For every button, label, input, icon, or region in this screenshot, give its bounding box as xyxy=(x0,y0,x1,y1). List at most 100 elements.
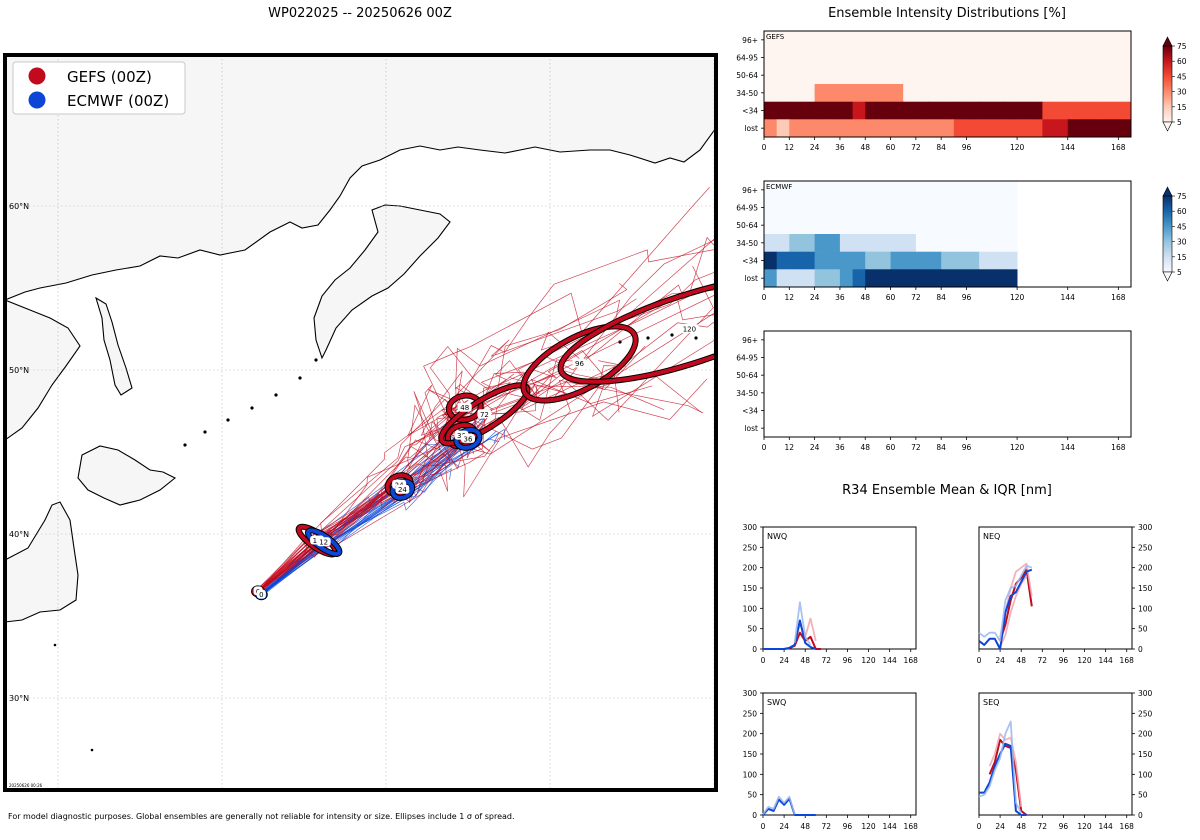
heatmap-cell xyxy=(953,66,967,85)
heatmap-cell xyxy=(789,101,803,120)
heatmap-cell xyxy=(814,48,828,67)
r34-x-label: 48 xyxy=(800,656,810,665)
aleutian-island xyxy=(670,333,674,337)
heatmap-cell xyxy=(865,234,879,252)
r34-y-label: 100 xyxy=(1138,770,1153,779)
heatmap-x-label: 72 xyxy=(911,443,921,452)
heatmap-cell xyxy=(890,181,904,199)
hour-label-bg xyxy=(461,433,475,443)
colorbar-tick-label: 60 xyxy=(1177,207,1187,216)
heatmap-cell xyxy=(839,48,853,67)
heatmap-cell xyxy=(941,234,955,252)
heatmap-cell xyxy=(776,181,790,199)
colorbar-scale xyxy=(1162,195,1173,273)
heatmap-cell xyxy=(839,234,853,252)
hour-label-bg xyxy=(256,589,266,599)
heatmap-cell xyxy=(1017,101,1031,120)
heatmap-cell xyxy=(991,181,1005,199)
ensemble-member-track xyxy=(259,238,716,591)
forecast-hour-label: 0 xyxy=(259,591,263,599)
heatmap-cell xyxy=(865,119,879,138)
heatmap-cell xyxy=(776,251,790,270)
heatmap-cell xyxy=(802,181,816,199)
colorbar-tick-label: 60 xyxy=(1177,57,1187,66)
kuril-island xyxy=(314,358,318,362)
heatmap-cell xyxy=(941,269,955,288)
heatmap-cell xyxy=(814,198,828,217)
heatmap-y-label: 96+ xyxy=(742,186,758,195)
r34-panel-label: SWQ xyxy=(767,698,786,707)
heatmap-cell xyxy=(979,216,993,235)
heatmap-cell xyxy=(991,119,1005,138)
heatmap-y-label: 96+ xyxy=(742,336,758,345)
gefs-mean-line xyxy=(999,568,1033,642)
heatmap-cell xyxy=(953,48,967,67)
r34-swq-panel: SWQ 0 24 48 72 96 120 144 168 0 50 100 150 200 250 300 xyxy=(743,689,918,831)
heatmap-x-label: 12 xyxy=(785,143,795,152)
heatmap-cell xyxy=(1004,84,1018,102)
heatmap-cell xyxy=(1042,119,1056,138)
heatmap-cell xyxy=(827,234,841,252)
heatmap-cell xyxy=(979,48,993,67)
heatmap-x-label: 84 xyxy=(936,293,946,302)
heatmap-y-label: lost xyxy=(744,274,758,283)
heatmap-cell xyxy=(852,181,866,199)
heatmap-cell xyxy=(941,198,955,217)
ensemble-member-track xyxy=(259,237,716,591)
heatmap-x-label: 168 xyxy=(1111,443,1126,452)
heatmap-x-label: 144 xyxy=(1061,443,1076,452)
r34-frame xyxy=(762,692,917,816)
forecast-hour-labels: 01224364872961200122436 xyxy=(253,324,699,599)
r34-y-label: 50 xyxy=(747,791,757,800)
hour-label-bg xyxy=(395,484,410,494)
ensemble-member-track xyxy=(256,378,708,592)
heatmap-cell xyxy=(789,198,803,217)
heatmap-cell xyxy=(1004,48,1018,67)
heatmap-cell xyxy=(890,48,904,67)
r34-y-label: 200 xyxy=(1138,564,1153,573)
heatmap-cell xyxy=(839,119,853,138)
footer-note: For model diagnostic purposes. Global en… xyxy=(8,812,515,821)
heatmap-cell xyxy=(764,269,778,288)
land-hokkaido xyxy=(77,445,177,506)
heatmap-cell xyxy=(890,101,904,120)
heatmap-cell xyxy=(776,269,790,288)
r34-y-label: 250 xyxy=(743,709,758,718)
r34-x-label: 72 xyxy=(1038,822,1048,831)
heatmap-cell xyxy=(802,198,816,217)
r34-x-label: 72 xyxy=(822,822,832,831)
heatmap-cell xyxy=(1093,48,1107,67)
heatmap-cell xyxy=(928,48,942,67)
hour-label-bg xyxy=(477,409,492,419)
heatmap-y-label: 64-95 xyxy=(736,204,758,213)
heatmap-cell xyxy=(1118,31,1132,49)
r34-panel-label: SEQ xyxy=(983,698,999,707)
heatmap-cell xyxy=(915,31,929,49)
heatmap-cell xyxy=(852,48,866,67)
forecast-hour-label: 36 xyxy=(464,435,473,443)
colorbar-tick-label: 75 xyxy=(1177,42,1187,51)
lat-label: 30°N xyxy=(9,694,29,703)
legend-ecmwf-marker xyxy=(28,91,46,109)
r34-x-label: 0 xyxy=(977,822,982,831)
colorbar-tick-label: 30 xyxy=(1177,88,1187,97)
lat-label: 50°N xyxy=(9,366,29,375)
heatmap-x-label: 60 xyxy=(886,143,896,152)
spread-ellipse xyxy=(439,383,530,446)
r34-y-label: 50 xyxy=(747,625,757,634)
heatmap-cell xyxy=(979,251,993,270)
heatmap-x-label: 84 xyxy=(936,143,946,152)
ensemble-member-track xyxy=(255,311,716,594)
ensemble-member-track xyxy=(259,296,716,592)
heatmap-cell xyxy=(928,84,942,102)
r34-frame xyxy=(762,526,917,650)
heatmap-cell xyxy=(827,66,841,85)
heatmap-cell xyxy=(991,198,1005,217)
heatmap-cell xyxy=(979,269,993,288)
heatmap-cell xyxy=(928,119,942,138)
heatmap-cell xyxy=(903,234,917,252)
heatmap-y-label: 50-64 xyxy=(736,221,758,230)
colorbar-tick-label: 45 xyxy=(1177,222,1187,231)
heatmap-cell xyxy=(1067,101,1081,120)
